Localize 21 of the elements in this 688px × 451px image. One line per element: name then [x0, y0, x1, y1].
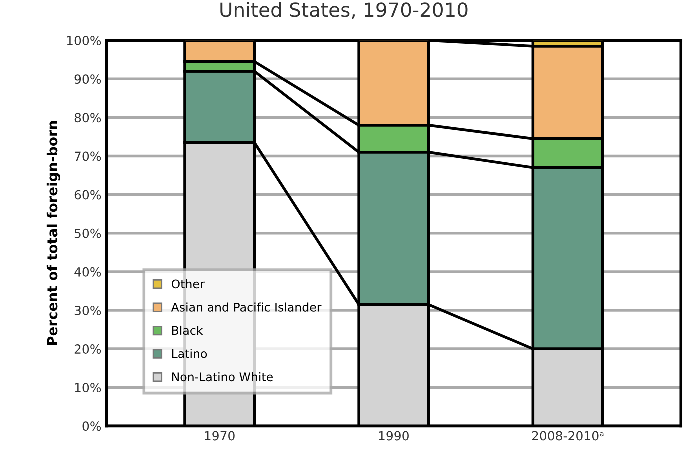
x-tick-label: 1970	[205, 431, 235, 441]
y-tick-label: 80%	[74, 113, 102, 123]
y-tick-label: 60%	[74, 190, 102, 200]
y-tick-label: 70%	[75, 152, 102, 162]
y-tick-label: 10%	[75, 383, 102, 393]
y-tick-label: 20%	[74, 344, 102, 354]
x-tick-label: 2008-2010ᵃ	[532, 431, 604, 441]
y-axis-title: Percent of total foreign-born	[46, 121, 60, 346]
legend-label: Asian and Pacific Islander	[171, 302, 322, 312]
chart-title: United States, 1970-2010	[220, 2, 468, 20]
legend-label: Non-Latino White	[172, 372, 273, 382]
legend-label: Latino	[172, 349, 208, 358]
y-tick-label: 30%	[74, 306, 102, 316]
y-tick-label: 50%	[74, 228, 102, 238]
legend-label: Black	[172, 326, 204, 336]
y-tick-label: 100%	[67, 36, 102, 46]
y-tick-label: 90%	[74, 74, 102, 84]
y-tick-label: 40%	[74, 267, 102, 277]
x-tick-label: 1990	[379, 431, 409, 441]
y-tick-label: 0%	[82, 422, 102, 432]
legend-label: Other	[172, 280, 205, 289]
